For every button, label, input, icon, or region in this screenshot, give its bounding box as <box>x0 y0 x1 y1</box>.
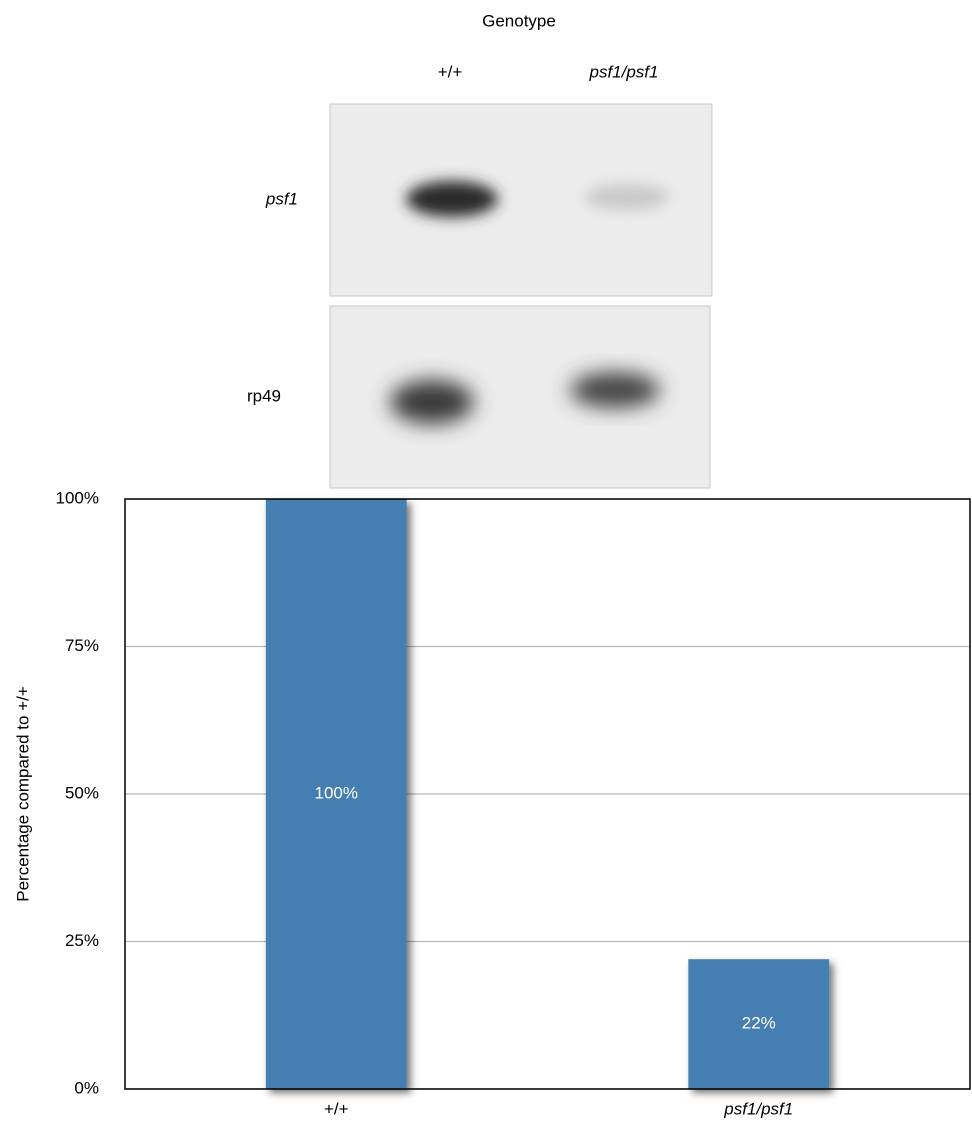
y-tick-label: 50% <box>65 783 99 802</box>
figure: Genotype +/+ psf1/psf1 psf1 rp49 Percent… <box>0 0 972 1125</box>
y-axis-label: Percentage compared to +/+ <box>13 686 32 902</box>
y-tick-label: 100% <box>56 488 99 507</box>
gel-panel <box>330 306 710 488</box>
y-tick-label: 75% <box>65 636 99 655</box>
value-label: 100% <box>315 783 358 802</box>
x-tick-label: +/+ <box>324 1099 349 1118</box>
row-label: psf1 <box>265 189 298 208</box>
y-tick-label: 25% <box>65 931 99 950</box>
genotype-title: Genotype <box>482 11 556 30</box>
lane-label: psf1/psf1 <box>589 62 659 81</box>
x-tick-label: psf1/psf1 <box>723 1099 793 1118</box>
gel-panel <box>330 104 712 296</box>
page: {"figure": {"title": "Genotype", "lanes"… <box>0 0 972 1125</box>
lane-label: +/+ <box>438 62 463 81</box>
row-label: rp49 <box>247 386 281 405</box>
y-tick-label: 0% <box>74 1078 99 1097</box>
value-label: 22% <box>742 1014 776 1033</box>
